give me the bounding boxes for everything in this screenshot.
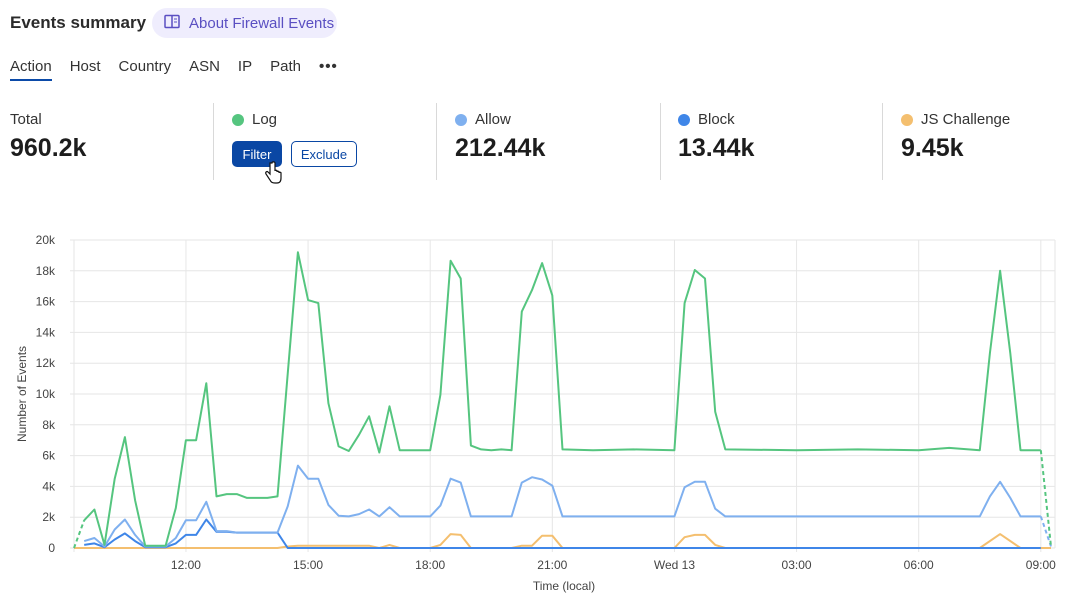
y-tick-label: 20k <box>36 233 56 247</box>
stat-log-label: Log <box>252 111 278 128</box>
stat-block: Block 13.44k <box>678 103 754 180</box>
y-tick-label: 4k <box>42 479 56 493</box>
stat-js-challenge-label: JS Challenge <box>921 111 1011 128</box>
about-firewall-events-link[interactable]: About Firewall Events <box>152 8 337 38</box>
x-tick-label: 21:00 <box>537 558 567 572</box>
x-tick-label: Wed 13 <box>654 558 695 572</box>
x-tick-label: 12:00 <box>171 558 201 572</box>
block-legend-dot <box>678 113 690 126</box>
stat-total: Total 960.2k <box>10 103 86 180</box>
x-tick-label: 09:00 <box>1026 558 1056 572</box>
series-line-log-partial-start <box>73 519 86 549</box>
y-tick-label: 0 <box>48 541 55 555</box>
x-tick-label: 15:00 <box>293 558 323 572</box>
series-line-js-challenge <box>74 533 1051 549</box>
y-axis-title: Number of Events <box>15 346 29 442</box>
js-challenge-legend-dot <box>901 113 913 126</box>
stat-js-challenge: JS Challenge 9.45k <box>901 103 1010 180</box>
tab-ip[interactable]: IP <box>237 58 253 75</box>
stat-js-challenge-value: 9.45k <box>901 134 964 162</box>
hand-cursor-icon <box>265 161 283 190</box>
stat-allow-value: 212.44k <box>455 134 546 162</box>
series-line-allow <box>83 464 1041 548</box>
series-line-log-partial-end <box>1039 450 1052 547</box>
x-tick-label: 03:00 <box>782 558 812 572</box>
tab-country[interactable]: Country <box>118 58 172 75</box>
y-tick-label: 10k <box>36 387 56 401</box>
stat-block-value: 13.44k <box>678 134 755 162</box>
stat-allow: Allow 212.44k <box>455 103 545 180</box>
y-tick-label: 6k <box>42 449 56 463</box>
series-line-block <box>84 518 1041 549</box>
more-tabs-button[interactable]: ••• <box>318 58 338 75</box>
y-tick-label: 14k <box>36 325 56 339</box>
series-line-allow-partial-end <box>1039 516 1052 547</box>
stat-total-value: 960.2k <box>10 134 87 162</box>
stat-total-label: Total <box>10 111 42 128</box>
divider <box>660 103 661 180</box>
series-line-log <box>83 251 1041 547</box>
breakdown-tabs: Action Host Country ASN IP Path ••• <box>10 58 338 81</box>
book-icon <box>164 14 180 33</box>
tab-action[interactable]: Action <box>10 58 52 81</box>
divider <box>882 103 883 180</box>
tab-asn[interactable]: ASN <box>189 58 220 75</box>
log-legend-dot <box>232 113 244 126</box>
y-tick-label: 2k <box>42 510 56 524</box>
x-tick-label: 06:00 <box>904 558 934 572</box>
stat-block-label: Block <box>698 111 735 128</box>
stat-allow-label: Allow <box>475 111 511 128</box>
stat-log: Log <box>232 103 277 180</box>
page-title: Events summary <box>10 13 147 32</box>
about-label: About Firewall Events <box>189 14 335 32</box>
y-tick-label: 8k <box>42 418 56 432</box>
allow-legend-dot <box>455 113 467 126</box>
exclude-button[interactable]: Exclude <box>291 141 357 167</box>
x-axis-title: Time (local) <box>533 579 595 593</box>
y-tick-label: 16k <box>36 295 56 309</box>
divider <box>436 103 437 180</box>
filter-button[interactable]: Filter <box>232 141 282 167</box>
x-tick-label: 18:00 <box>415 558 445 572</box>
y-tick-label: 12k <box>36 356 56 370</box>
divider <box>213 103 214 180</box>
tab-host[interactable]: Host <box>69 58 101 75</box>
tab-path[interactable]: Path <box>270 58 301 75</box>
y-tick-label: 18k <box>36 264 56 278</box>
